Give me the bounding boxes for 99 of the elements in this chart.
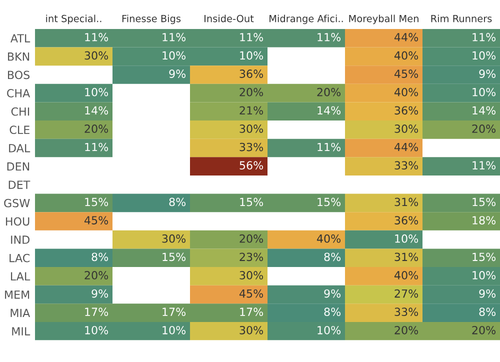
- x-tick-label: Rim Runners: [431, 14, 492, 22]
- data-label: 31%: [394, 198, 418, 206]
- y-tick-label: CHI: [11, 107, 30, 116]
- data-label: 10%: [318, 326, 341, 334]
- data-label: 8%: [324, 308, 341, 316]
- data-label: 20%: [472, 326, 496, 334]
- y-tick-label: HOU: [6, 217, 30, 226]
- y-tick-label: BOS: [8, 70, 30, 80]
- data-label: 10%: [85, 326, 108, 334]
- data-label: 44%: [394, 142, 418, 152]
- data-label: 11%: [85, 32, 108, 42]
- data-label: 30%: [162, 234, 186, 243]
- data-label: 20%: [472, 124, 496, 133]
- data-label: 44%: [394, 32, 418, 42]
- data-label: 23%: [240, 252, 264, 262]
- y-tick-label: GSW: [4, 198, 30, 208]
- y-tick-label: MEM: [5, 290, 30, 299]
- data-label: 10%: [472, 51, 496, 60]
- data-label: 15%: [318, 198, 341, 206]
- data-label: 18%: [472, 216, 496, 224]
- data-label: 33%: [394, 308, 418, 316]
- data-label: 10%: [472, 88, 496, 96]
- data-label: 40%: [394, 271, 418, 280]
- data-label: 15%: [472, 252, 496, 262]
- data-label: 14%: [472, 106, 496, 115]
- data-label: 40%: [394, 88, 418, 96]
- data-label: 20%: [84, 271, 108, 280]
- data-label: 45%: [84, 216, 108, 224]
- data-label: 45%: [239, 289, 264, 298]
- data-label: 30%: [394, 124, 418, 133]
- data-label: 15%: [85, 198, 108, 206]
- data-label: 8%: [92, 252, 108, 262]
- data-label: 17%: [240, 308, 264, 316]
- data-label: 40%: [394, 51, 418, 60]
- data-label: 11%: [318, 142, 341, 152]
- data-label: 30%: [240, 271, 264, 280]
- y-tick-label: CHA: [7, 89, 30, 98]
- data-label: 9%: [324, 289, 341, 298]
- data-label: 9%: [92, 289, 108, 298]
- data-label: 30%: [240, 326, 264, 334]
- data-label: 56%: [240, 161, 264, 170]
- data-label: 14%: [85, 106, 108, 115]
- data-label: 11%: [240, 32, 264, 42]
- data-label: 10%: [162, 51, 186, 60]
- y-tick-label: DEN: [7, 162, 30, 171]
- x-tick-label: Inside-Out: [204, 14, 254, 22]
- y-tick-label: DET: [8, 180, 30, 189]
- data-label: 20%: [84, 124, 108, 133]
- data-label: 10%: [162, 326, 186, 334]
- data-label: 30%: [240, 124, 264, 133]
- data-label: 11%: [162, 32, 186, 42]
- data-label: 8%: [324, 252, 341, 262]
- x-tick-label: Midrange Afici..: [270, 14, 343, 24]
- data-label: 9%: [479, 289, 496, 298]
- y-tick-label: MIL: [12, 327, 30, 336]
- data-label: 17%: [162, 308, 186, 316]
- data-label: 15%: [472, 198, 496, 206]
- data-label: 9%: [169, 70, 186, 78]
- y-tick-label: IND: [11, 236, 30, 244]
- data-label: 15%: [240, 198, 264, 206]
- data-label: 8%: [479, 308, 496, 316]
- data-label: 27%: [394, 289, 418, 298]
- data-label: 36%: [394, 216, 418, 224]
- x-tick-label: Moreyball Men: [349, 14, 418, 24]
- data-label: 10%: [472, 271, 496, 280]
- data-label: 10%: [85, 88, 108, 96]
- data-label: 33%: [240, 142, 264, 152]
- data-label: 45%: [394, 70, 418, 78]
- y-tick-label: LAC: [10, 254, 30, 262]
- data-label: 30%: [84, 51, 108, 60]
- data-label: 33%: [394, 161, 418, 170]
- y-tick-label: CLE: [10, 126, 30, 134]
- y-tick-label: MIA: [10, 308, 30, 318]
- data-label: 21%: [240, 106, 264, 115]
- data-label: 10%: [240, 51, 264, 60]
- x-tick-label: Finesse Bigs: [122, 14, 181, 24]
- data-label: 17%: [85, 308, 108, 316]
- y-tick-label: BKN: [8, 52, 30, 61]
- y-tick-label: LAL: [10, 272, 30, 280]
- data-label: 11%: [318, 32, 341, 42]
- data-label: 20%: [394, 326, 418, 334]
- data-label: 20%: [240, 234, 264, 243]
- y-tick-label: DAL: [9, 144, 30, 152]
- data-label: 9%: [479, 70, 496, 78]
- data-label: 20%: [317, 88, 341, 96]
- data-label: 36%: [394, 106, 418, 115]
- y-tick-label: ATL: [10, 34, 30, 42]
- data-label: 10%: [395, 234, 418, 243]
- data-label: 40%: [316, 234, 341, 243]
- data-label: 31%: [394, 252, 418, 262]
- data-label: 11%: [472, 32, 496, 42]
- data-label: 36%: [240, 70, 264, 78]
- data-label: 15%: [162, 252, 186, 262]
- data-label: 11%: [472, 161, 496, 170]
- data-label: 11%: [85, 142, 108, 152]
- data-label: 20%: [240, 88, 264, 96]
- data-label: 8%: [169, 198, 186, 206]
- x-tick-label: int Special..: [46, 14, 102, 24]
- data-label: 14%: [318, 106, 341, 115]
